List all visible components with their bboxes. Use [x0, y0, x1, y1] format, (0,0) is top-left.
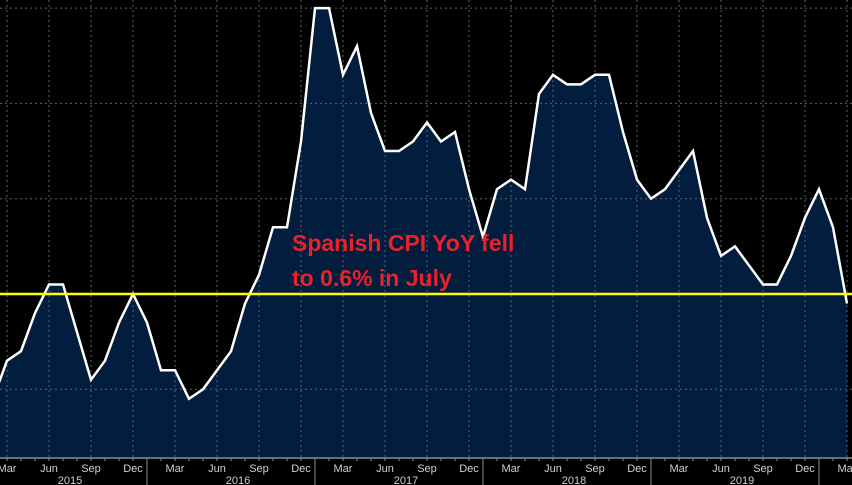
month-tick-label: Dec — [123, 463, 143, 475]
month-tick-label: Mar — [0, 463, 17, 475]
year-label: 2015 — [58, 475, 82, 485]
year-label: 2017 — [394, 475, 418, 485]
x-axis-bg — [0, 458, 852, 485]
annotation-line-1: Spanish CPI YoY fell — [292, 230, 515, 256]
month-tick-label: Mar — [334, 463, 353, 475]
month-tick-label: Dec — [459, 463, 479, 475]
month-tick-label: Sep — [249, 463, 269, 475]
cpi-line — [0, 6, 849, 401]
month-tick-label: Mar — [166, 463, 185, 475]
month-tick-label: Mar — [502, 463, 521, 475]
month-tick-label: Dec — [291, 463, 311, 475]
area-fill — [0, 8, 847, 458]
month-tick-label: Jun — [40, 463, 58, 475]
month-tick-label: Jun — [208, 463, 226, 475]
month-tick-label: Sep — [81, 463, 101, 475]
month-tick-label: Sep — [585, 463, 605, 475]
month-tick-label: Sep — [417, 463, 437, 475]
month-tick-label: Dec — [795, 463, 815, 475]
month-tick-label: Mar — [838, 463, 852, 475]
month-tick-label: Sep — [753, 463, 773, 475]
month-tick-label: Jun — [712, 463, 730, 475]
month-tick-label: Jun — [544, 463, 562, 475]
annotation-line-2: to 0.6% in July — [292, 265, 452, 291]
year-label: 2016 — [226, 475, 250, 485]
month-tick-label: Dec — [627, 463, 647, 475]
month-tick-label: Jun — [376, 463, 394, 475]
year-label: 2019 — [730, 475, 754, 485]
year-label: 2018 — [562, 475, 586, 485]
month-tick-label: Mar — [670, 463, 689, 475]
